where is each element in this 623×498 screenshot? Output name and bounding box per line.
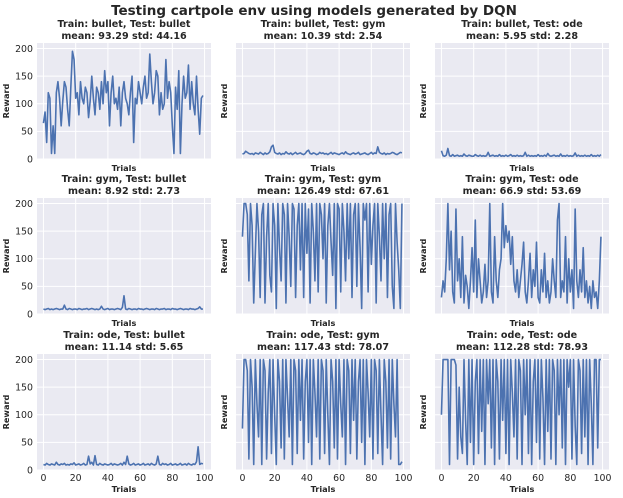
y-axis-label: Reward bbox=[418, 394, 428, 429]
y-tick-label: 200 bbox=[15, 44, 33, 55]
y-tick-label: 0 bbox=[27, 309, 33, 320]
subplot-stats: mean: 112.28 std: 78.93 bbox=[456, 342, 588, 353]
y-tick-label: 50 bbox=[21, 282, 33, 293]
y-axis-label: Reward bbox=[219, 83, 229, 118]
subplot-title: Train: ode, Test: gym bbox=[266, 330, 379, 341]
reward-series-line bbox=[43, 294, 203, 311]
x-axis-label: Trials bbox=[112, 318, 137, 328]
x-tick-label: 100 bbox=[395, 473, 413, 484]
x-axis-label: Trials bbox=[510, 318, 535, 328]
plot-area bbox=[435, 43, 609, 159]
x-axis-label: Trials bbox=[311, 484, 336, 494]
subplot-stats: mean: 11.14 std: 5.65 bbox=[65, 342, 184, 353]
y-tick-label: 100 bbox=[15, 99, 33, 110]
x-tick-label: 60 bbox=[333, 473, 345, 484]
y-tick-label: 0 bbox=[27, 154, 33, 165]
plot-area bbox=[37, 198, 211, 314]
x-tick-label: 20 bbox=[269, 473, 281, 484]
reward-series-line bbox=[241, 358, 403, 466]
subplot-title: Train: gym, Test: bullet bbox=[62, 174, 187, 185]
subplot-stats: mean: 126.49 std: 67.61 bbox=[257, 186, 389, 197]
x-tick-label: 0 bbox=[438, 473, 444, 484]
x-tick-label: 20 bbox=[468, 473, 480, 484]
subplot-title: Train: bullet, Test: ode bbox=[461, 19, 583, 30]
y-tick-label: 150 bbox=[15, 226, 33, 237]
y-axis-label: Reward bbox=[418, 83, 428, 118]
x-tick-label: 40 bbox=[102, 473, 114, 484]
x-tick-label: 80 bbox=[564, 473, 576, 484]
subplot-title: Train: ode, Test: bullet bbox=[63, 330, 185, 341]
x-axis-label: Trials bbox=[510, 484, 535, 494]
x-axis-label: Trials bbox=[510, 163, 535, 173]
x-tick-label: 80 bbox=[365, 473, 377, 484]
x-tick-label: 40 bbox=[301, 473, 313, 484]
figure-title: Testing cartpole env using models genera… bbox=[111, 3, 517, 19]
y-tick-label: 200 bbox=[15, 199, 33, 210]
y-axis-label: Reward bbox=[1, 394, 11, 429]
y-tick-label: 50 bbox=[21, 438, 33, 449]
x-tick-label: 0 bbox=[40, 473, 46, 484]
reward-series-line bbox=[440, 202, 602, 310]
x-tick-label: 60 bbox=[134, 473, 146, 484]
x-tick-label: 20 bbox=[70, 473, 82, 484]
subplot-title: Train: gym, Test: gym bbox=[265, 174, 381, 185]
y-axis-label: Reward bbox=[418, 238, 428, 273]
y-tick-label: 200 bbox=[15, 355, 33, 366]
plot-area bbox=[37, 354, 211, 470]
y-tick-label: 100 bbox=[15, 410, 33, 421]
subplot-stats: mean: 66.9 std: 53.69 bbox=[463, 186, 582, 197]
y-axis-label: Reward bbox=[1, 238, 11, 273]
y-axis-label: Reward bbox=[219, 238, 229, 273]
x-axis-label: Trials bbox=[311, 318, 336, 328]
x-tick-label: 60 bbox=[532, 473, 544, 484]
x-tick-label: 40 bbox=[500, 473, 512, 484]
reward-series-line bbox=[440, 147, 602, 158]
reward-series-line bbox=[42, 50, 204, 155]
x-axis-label: Trials bbox=[112, 163, 137, 173]
y-tick-label: 100 bbox=[15, 254, 33, 265]
y-tick-label: 150 bbox=[15, 71, 33, 82]
y-tick-label: 150 bbox=[15, 382, 33, 393]
subplot-1: 0 50 100 150 200 Train: bullet, Test: bulletm… bbox=[1, 19, 211, 173]
x-axis-label: Trials bbox=[311, 163, 336, 173]
x-tick-label: 0 bbox=[239, 473, 245, 484]
subplot-stats: mean: 10.39 std: 2.54 bbox=[264, 31, 383, 42]
subplot-title: Train: bullet, Test: bullet bbox=[58, 19, 191, 30]
subplot-title: Train: bullet, Test: gym bbox=[261, 19, 386, 30]
x-tick-label: 100 bbox=[594, 473, 612, 484]
reward-series-line bbox=[241, 202, 403, 310]
subplot-stats: mean: 8.92 std: 2.73 bbox=[68, 186, 180, 197]
x-tick-label: 100 bbox=[196, 473, 214, 484]
plot-area bbox=[236, 43, 410, 159]
reward-series-line bbox=[242, 144, 403, 156]
reward-series-line bbox=[43, 445, 204, 466]
subplot-title: Train: gym, Test: ode bbox=[465, 174, 579, 185]
reward-series-line bbox=[440, 358, 601, 466]
subplot-title: Train: ode, Test: ode bbox=[467, 330, 578, 341]
y-axis-label: Reward bbox=[1, 83, 11, 118]
y-tick-label: 50 bbox=[21, 127, 33, 138]
x-axis-label: Trials bbox=[112, 484, 137, 494]
y-axis-label: Reward bbox=[219, 394, 229, 429]
subplot-stats: mean: 117.43 std: 78.07 bbox=[257, 342, 389, 353]
x-tick-label: 80 bbox=[166, 473, 178, 484]
y-tick-label: 0 bbox=[27, 465, 33, 476]
subplot-7: 0 50 100 150 200 0 20 40 60 80 100 Train: ode, Test… bbox=[1, 330, 214, 494]
subplot-stats: mean: 93.29 std: 44.16 bbox=[61, 31, 187, 42]
subplot-4: 0 50 100 150 200 Train: gym, Test: bulletmean… bbox=[1, 174, 211, 328]
subplot-stats: mean: 5.95 std: 2.28 bbox=[466, 31, 578, 42]
